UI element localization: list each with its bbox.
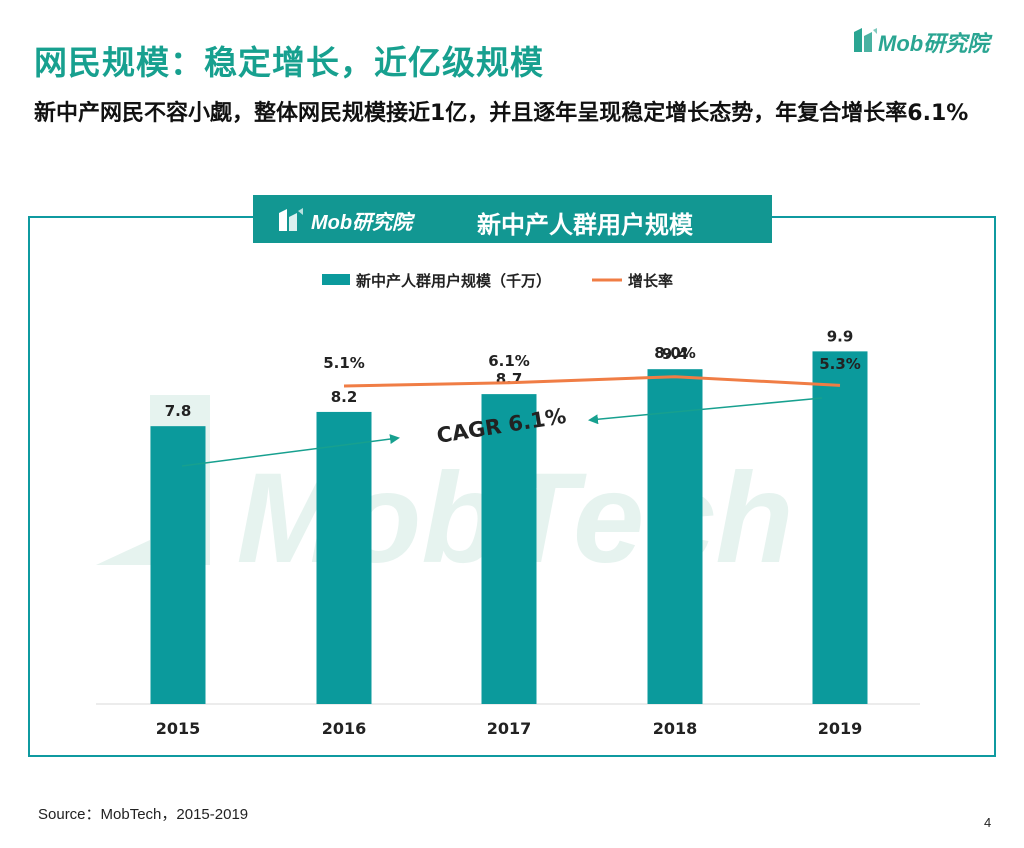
legend-label-line: 增长率: [628, 272, 673, 290]
page-number: 4: [984, 815, 992, 830]
growth-rate-line: [343, 375, 841, 388]
bar-2018: [647, 369, 703, 704]
mob-logo-icon: [854, 28, 877, 52]
bar-value-label-2019: 9.9: [827, 327, 854, 345]
mob-logo: Mob研究院: [852, 20, 1002, 60]
source-note: Source：MobTech，2015-2019: [38, 806, 249, 823]
bar-value-label-2017: 8.7: [496, 370, 523, 388]
growth-rate-label-2019: 5.3%: [819, 355, 861, 373]
page-title: 网民规模：稳定增长，近亿级规模: [34, 43, 544, 82]
legend-swatch-bar: [322, 274, 350, 285]
x-tick-2015: 2015: [156, 719, 201, 738]
bar-2015: [150, 426, 206, 704]
banner-logo-text: Mob研究院: [311, 212, 413, 234]
page-subtitle: 新中产网民不容小觑，整体网民规模接近1亿，并且逐年呈现稳定增长态势，年复合增长率…: [34, 101, 969, 126]
x-tick-2017: 2017: [487, 719, 532, 738]
bar-value-label-2015: 7.8: [165, 402, 192, 420]
legend: 新中产人群用户规模（千万） 增长率: [322, 272, 673, 290]
x-tick-2018: 2018: [653, 719, 698, 738]
x-tick-2016: 2016: [322, 719, 367, 738]
bar-value-label-2016: 8.2: [331, 388, 358, 406]
x-tick-2019: 2019: [818, 719, 863, 738]
bar-2016: [316, 411, 372, 704]
cagr-arrow-right: [588, 397, 823, 425]
cagr-arrow-left: [181, 434, 400, 467]
banner-logo-icon: [279, 208, 303, 231]
growth-rate-label-2017: 6.1%: [488, 352, 530, 370]
growth-rate-label-2016: 5.1%: [323, 354, 365, 372]
banner-logo: Mob研究院: [275, 205, 415, 234]
bar-2019: [812, 351, 868, 704]
bar-value-label-2018: 9.4: [662, 345, 689, 363]
growth-rate-label-2018: 8.0%: [654, 344, 696, 362]
chart-title-banner: Mob研究院 新中产人群用户规模: [253, 195, 772, 243]
legend-label-bar: 新中产人群用户规模（千万）: [356, 272, 551, 290]
bar-2017: [481, 394, 537, 704]
mob-logo-text: Mob研究院: [878, 31, 990, 56]
chart-title: 新中产人群用户规模: [477, 211, 693, 239]
